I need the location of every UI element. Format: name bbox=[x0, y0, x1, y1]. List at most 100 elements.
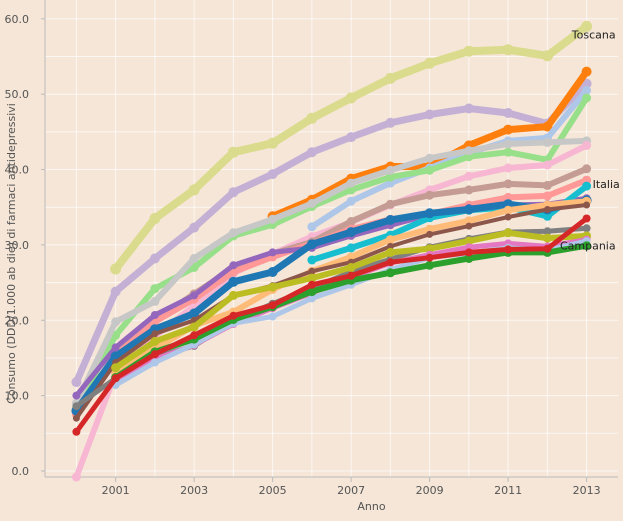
data-point bbox=[308, 267, 316, 275]
data-point bbox=[503, 124, 514, 135]
data-point bbox=[464, 185, 474, 195]
data-point bbox=[229, 261, 238, 270]
data-point bbox=[542, 180, 552, 190]
data-point bbox=[190, 291, 199, 300]
data-point bbox=[189, 222, 200, 233]
series-5 bbox=[71, 136, 592, 408]
series-line bbox=[74, 203, 589, 421]
data-point bbox=[582, 241, 592, 251]
data-point bbox=[385, 165, 395, 175]
data-point bbox=[110, 286, 121, 297]
data-point bbox=[228, 187, 239, 198]
data-point bbox=[190, 331, 199, 340]
data-point bbox=[306, 239, 317, 250]
data-point bbox=[503, 228, 513, 238]
data-point bbox=[504, 245, 513, 254]
data-point bbox=[385, 172, 395, 182]
data-point bbox=[307, 199, 317, 208]
data-point bbox=[188, 184, 200, 196]
data-point bbox=[307, 294, 316, 303]
data-point bbox=[267, 267, 278, 277]
data-point bbox=[542, 160, 552, 170]
data-point bbox=[385, 117, 396, 128]
data-point bbox=[425, 153, 435, 163]
data-point bbox=[502, 44, 514, 56]
data-point bbox=[582, 181, 592, 191]
series-labels: Toscana Italia Campania bbox=[560, 28, 620, 252]
data-point bbox=[189, 308, 200, 319]
series-line bbox=[73, 137, 590, 407]
series-line bbox=[72, 80, 591, 386]
data-point bbox=[542, 191, 552, 201]
data-point bbox=[582, 164, 592, 174]
data-point bbox=[463, 103, 474, 114]
data-point bbox=[464, 171, 474, 181]
data-point bbox=[386, 242, 394, 250]
data-point bbox=[426, 230, 434, 238]
data-point bbox=[307, 255, 317, 265]
data-point bbox=[464, 236, 474, 246]
data-point bbox=[268, 301, 277, 310]
data-point bbox=[385, 235, 395, 245]
x-tick-label: 2011 bbox=[494, 484, 522, 497]
data-point bbox=[384, 72, 396, 84]
data-point bbox=[149, 253, 160, 264]
data-point bbox=[464, 216, 474, 226]
data-point bbox=[346, 132, 357, 143]
data-point bbox=[386, 258, 395, 267]
series-line bbox=[72, 196, 591, 415]
data-point bbox=[346, 196, 356, 206]
data-point bbox=[267, 169, 278, 180]
data-point bbox=[150, 311, 159, 319]
series-13 bbox=[72, 201, 591, 422]
data-point bbox=[425, 253, 434, 262]
data-point bbox=[228, 276, 239, 287]
series-line bbox=[73, 216, 590, 435]
data-point bbox=[503, 205, 513, 215]
data-point bbox=[268, 214, 278, 224]
data-point bbox=[268, 282, 278, 292]
data-point bbox=[424, 57, 436, 69]
data-point bbox=[150, 336, 160, 346]
data-point bbox=[150, 296, 160, 306]
data-point bbox=[306, 112, 318, 124]
series-label: Campania bbox=[560, 240, 616, 253]
data-point bbox=[346, 217, 356, 226]
data-point bbox=[425, 244, 435, 254]
data-point bbox=[72, 427, 81, 436]
data-point bbox=[111, 363, 121, 373]
y-tick-label: 30.0 bbox=[5, 239, 30, 252]
data-point bbox=[463, 45, 475, 57]
data-point bbox=[582, 85, 592, 95]
data-point bbox=[189, 254, 199, 263]
data-point bbox=[346, 243, 356, 253]
data-point bbox=[347, 271, 356, 280]
data-point bbox=[425, 260, 435, 270]
data-point bbox=[582, 224, 591, 233]
data-point bbox=[503, 147, 513, 157]
y-tick-label: 40.0 bbox=[5, 164, 30, 177]
data-point bbox=[346, 178, 356, 188]
x-tick-label: 2013 bbox=[573, 484, 601, 497]
y-tick-label: 10.0 bbox=[5, 390, 30, 403]
data-point bbox=[307, 280, 316, 289]
data-point bbox=[151, 330, 159, 338]
x-tick-label: 2009 bbox=[416, 484, 444, 497]
data-point bbox=[542, 211, 552, 221]
data-point bbox=[307, 273, 317, 283]
data-point bbox=[111, 317, 121, 327]
data-point bbox=[581, 20, 593, 32]
data-point bbox=[268, 312, 277, 321]
data-point bbox=[543, 227, 552, 236]
data-point bbox=[346, 227, 357, 238]
data-point bbox=[307, 222, 317, 232]
series-toscana bbox=[110, 20, 593, 275]
x-tick-label: 2005 bbox=[259, 484, 287, 497]
y-tick-label: 50.0 bbox=[5, 88, 30, 101]
data-point bbox=[71, 472, 81, 482]
x-tick-label: 2007 bbox=[337, 484, 365, 497]
series-label: Italia bbox=[593, 178, 620, 191]
data-point bbox=[110, 263, 122, 275]
series-1 bbox=[71, 78, 592, 388]
series-group bbox=[71, 20, 593, 482]
